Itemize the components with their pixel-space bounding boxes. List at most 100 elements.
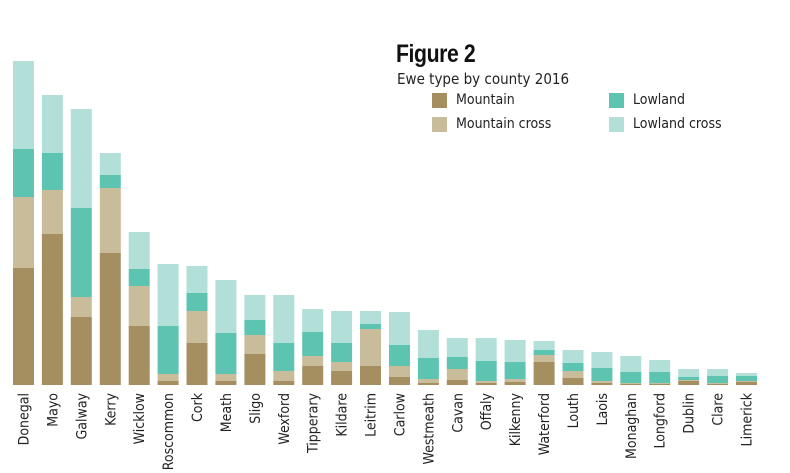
bar-segment-mountain-clare [707,384,729,385]
bar-segment-lowland-cross-limerick [736,373,757,376]
bar-segment-lowland-wexford [273,343,295,371]
bar-segment-mountain-meath [215,381,237,385]
bar-segment-lowland-cross-monaghan [620,356,642,372]
bar-segment-mountain-kilkenny [504,382,526,385]
x-tick-label: Limerick [740,392,756,446]
bar-segment-mountain-laois [591,383,613,385]
bar-segment-mountain-cross-meath [215,374,237,381]
bar-segment-lowland-cross-kilkenny [504,340,526,362]
bar-segment-lowland-cross-cork [186,266,208,293]
bar-segment-mountain-cross-longford [649,383,671,384]
bar-segment-mountain-kerry [99,253,121,385]
bar-segment-lowland-kildare [331,343,353,362]
bar-segment-lowland-donegal [13,149,34,197]
x-tick-label: Louth [566,393,582,428]
bar-segment-lowland-kerry [99,175,121,188]
bar-segment-lowland-cross-longford [649,360,671,372]
bar-segment-lowland-cross-sligo [244,295,266,320]
bar-segment-mountain-cross-carlow [389,366,410,377]
bar-segment-lowland-cross-carlow [389,312,410,345]
legend-item-mountain: Mountain [432,92,515,108]
x-tick-label: Waterford [537,393,553,455]
bar-segment-mountain-longford [649,384,671,385]
bar-segment-lowland-waterford [533,350,555,355]
bars-layer [13,61,757,385]
x-tick-label: Sligo [248,393,264,424]
bar-segment-lowland-cavan [446,357,468,369]
bar-segment-lowland-cross-wicklow [128,232,150,269]
x-tick-label: Mayo [45,393,61,427]
bar-segment-mountain-cross-sligo [244,335,266,354]
bar-segment-mountain-cross-cavan [446,369,468,380]
bar-segment-mountain-cross-monaghan [620,383,642,384]
legend-item-mountain-cross: Mountain cross [432,116,551,132]
x-tick-label: Westmeath [421,393,437,465]
chart-subtitle: Ewe type by county 2016 [397,70,570,88]
bar-segment-lowland-galway [70,208,92,297]
bar-segment-lowland-cross-dublin [678,369,700,377]
bar-segment-mountain-cross-laois [591,381,613,383]
bar-segment-mountain-cross-tipperary [302,356,324,366]
bar-segment-lowland-cross-leitrim [360,311,381,324]
bar-segment-mountain-dublin [678,381,700,385]
bar-segment-mountain-galway [70,317,92,385]
bar-segment-lowland-wicklow [128,269,150,286]
x-tick-label: Tipperary [306,392,322,454]
bar-segment-mountain-waterford [533,362,555,385]
bar-segment-lowland-cross-westmeath [417,330,439,358]
bar-segment-mountain-cross-donegal [13,197,34,268]
bar-segment-mountain-cross-cork [186,311,208,343]
x-tick-labels: Donegal Mayo Galway Kerry Wicklow Roscommon Co… [17,392,756,470]
bar-segment-mountain-cross-roscommon [157,374,179,381]
bar-segment-mountain-westmeath [417,383,439,385]
bar-segment-lowland-cross-waterford [533,341,555,350]
bar-segment-mountain-sligo [244,354,266,385]
bar-segment-lowland-cross-laois [591,352,613,368]
bar-segment-mountain-cross-kilkenny [504,379,526,382]
bar-segment-mountain-cross-mayo [41,190,63,234]
bar-segment-lowland-cork [186,293,208,311]
x-tick-label: Meath [219,393,235,432]
bar-segment-mountain-louth [562,378,584,385]
bar-segment-lowland-cross-kildare [331,311,353,343]
x-tick-label: Laois [595,393,611,426]
bar-segment-lowland-cross-cavan [446,338,468,357]
bar-segment-mountain-donegal [13,268,34,385]
bar-segment-lowland-cross-donegal [13,61,34,149]
x-tick-label: Clare [711,393,727,426]
bar-segment-lowland-dublin [678,377,700,380]
bar-segment-lowland-sligo [244,320,266,335]
x-tick-label: Longford [653,393,669,449]
bar-segment-lowland-cross-kerry [99,153,121,175]
bar-segment-mountain-offaly [475,383,497,385]
x-tick-label: Donegal [17,393,33,445]
x-tick-label: Wicklow [132,393,148,444]
bar-segment-mountain-cross-dublin [678,380,700,381]
x-tick-label: Leitrim [364,393,380,437]
bar-segment-mountain-wexford [273,381,295,385]
bar-segment-mountain-cross-kildare [331,362,353,371]
bar-segment-mountain-mayo [41,234,63,385]
bar-segment-lowland-cross-galway [70,109,92,208]
x-tick-label: Monaghan [624,393,640,459]
legend-label: Lowland cross [633,116,722,132]
bar-segment-mountain-monaghan [620,384,642,385]
bar-segment-mountain-tipperary [302,366,324,385]
x-tick-label: Kilkenny [508,392,524,446]
x-tick-label: Offaly [479,392,495,430]
bar-segment-mountain-cross-leitrim [360,329,381,366]
bar-segment-lowland-kilkenny [504,362,526,379]
bar-segment-mountain-cross-clare [707,383,729,384]
bar-segment-lowland-tipperary [302,332,324,356]
bar-segment-lowland-cross-roscommon [157,264,179,326]
bar-segment-lowland-leitrim [360,324,381,329]
bar-segment-mountain-cavan [446,380,468,385]
x-tick-label: Dublin [682,393,698,434]
legend-swatch-lowland-cross [609,116,624,132]
bar-segment-mountain-wicklow [128,326,150,385]
legend-item-lowland: Lowland [609,92,685,108]
x-tick-label: Roscommon [161,393,177,470]
bar-segment-mountain-cross-westmeath [417,379,439,383]
bar-segment-lowland-louth [562,363,584,371]
